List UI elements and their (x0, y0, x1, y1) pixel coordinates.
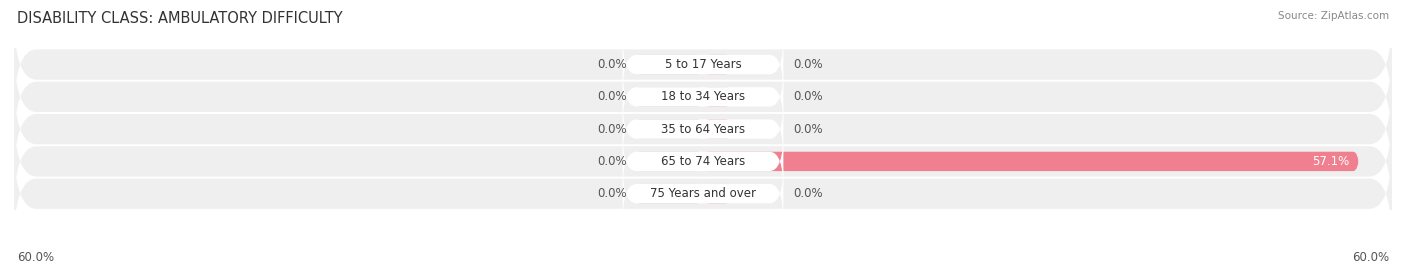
Text: 0.0%: 0.0% (793, 123, 823, 136)
Text: 65 to 74 Years: 65 to 74 Years (661, 155, 745, 168)
FancyBboxPatch shape (703, 184, 731, 203)
FancyBboxPatch shape (623, 165, 783, 223)
Text: 0.0%: 0.0% (598, 90, 627, 103)
Text: 0.0%: 0.0% (793, 58, 823, 71)
Text: 0.0%: 0.0% (793, 90, 823, 103)
FancyBboxPatch shape (14, 112, 1392, 211)
FancyBboxPatch shape (634, 55, 703, 74)
FancyBboxPatch shape (623, 36, 783, 94)
Text: 0.0%: 0.0% (598, 155, 627, 168)
FancyBboxPatch shape (634, 152, 703, 171)
FancyBboxPatch shape (14, 80, 1392, 179)
Text: 0.0%: 0.0% (598, 187, 627, 200)
FancyBboxPatch shape (14, 47, 1392, 146)
FancyBboxPatch shape (14, 144, 1392, 243)
Text: 60.0%: 60.0% (1353, 251, 1389, 264)
Text: 5 to 17 Years: 5 to 17 Years (665, 58, 741, 71)
FancyBboxPatch shape (14, 15, 1392, 114)
FancyBboxPatch shape (703, 87, 731, 107)
Text: 60.0%: 60.0% (17, 251, 53, 264)
FancyBboxPatch shape (634, 87, 703, 107)
FancyBboxPatch shape (623, 132, 783, 190)
Text: 75 Years and over: 75 Years and over (650, 187, 756, 200)
FancyBboxPatch shape (703, 119, 731, 139)
FancyBboxPatch shape (703, 152, 1358, 171)
FancyBboxPatch shape (623, 100, 783, 158)
Text: 35 to 64 Years: 35 to 64 Years (661, 123, 745, 136)
FancyBboxPatch shape (623, 68, 783, 126)
Text: 18 to 34 Years: 18 to 34 Years (661, 90, 745, 103)
FancyBboxPatch shape (634, 119, 703, 139)
Text: DISABILITY CLASS: AMBULATORY DIFFICULTY: DISABILITY CLASS: AMBULATORY DIFFICULTY (17, 11, 343, 26)
Text: 0.0%: 0.0% (598, 123, 627, 136)
Text: 0.0%: 0.0% (793, 187, 823, 200)
Text: 57.1%: 57.1% (1312, 155, 1350, 168)
Text: Source: ZipAtlas.com: Source: ZipAtlas.com (1278, 11, 1389, 21)
FancyBboxPatch shape (703, 55, 731, 74)
Text: 0.0%: 0.0% (598, 58, 627, 71)
FancyBboxPatch shape (634, 184, 703, 203)
